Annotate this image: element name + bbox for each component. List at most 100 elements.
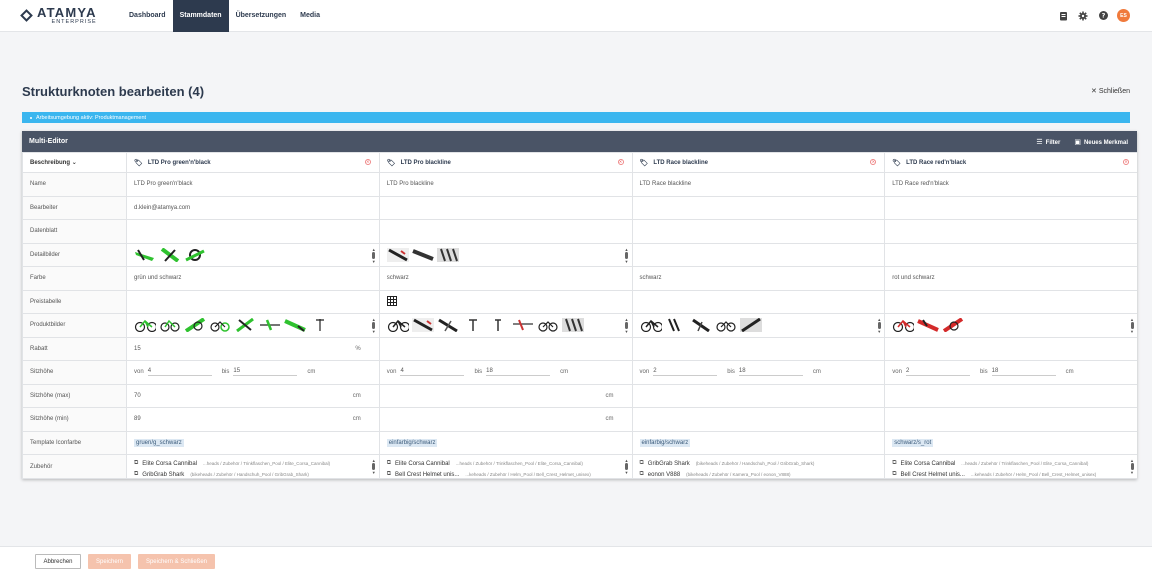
sitzhoehe-cell[interactable]: von 2 bis 18 cm	[884, 360, 1137, 385]
close-button[interactable]: ✕ Schließen	[1091, 87, 1130, 96]
bike-product-image[interactable]	[234, 318, 256, 333]
nav-stammdaten[interactable]: Stammdaten	[172, 0, 229, 32]
rabatt-cell[interactable]: 15%	[126, 336, 380, 361]
nav-media[interactable]: Media	[300, 12, 320, 19]
bike-product-image[interactable]	[159, 318, 181, 332]
name-cell[interactable]: LTD Race red'n'black	[884, 172, 1137, 197]
image-scroll-control[interactable]: ▲ ▼	[1130, 317, 1134, 334]
to-input[interactable]: 15	[233, 368, 298, 377]
bike-detail-image[interactable]	[436, 247, 459, 262]
farbe-cell[interactable]: rot und schwarz	[884, 266, 1137, 291]
bike-product-image[interactable]	[561, 318, 584, 333]
remove-column-icon[interactable]: ✕	[870, 159, 877, 165]
icon-color-chip[interactable]: schwarz/s_rot	[892, 438, 934, 447]
image-scroll-control[interactable]: ▲ ▼	[877, 317, 882, 334]
cancel-button[interactable]: Abbrechen	[35, 554, 81, 569]
image-scroll-control[interactable]: ▲ ▼	[624, 317, 629, 334]
to-input[interactable]: 18	[486, 368, 551, 377]
bearbeiter-cell[interactable]	[884, 195, 1137, 220]
rabatt-cell[interactable]	[884, 336, 1137, 361]
detailbilder-cell[interactable]: ▲ ▼	[126, 242, 380, 267]
template-iconfarbe-cell[interactable]: einfarbig/schwarz	[631, 430, 886, 455]
bike-product-image[interactable]	[184, 318, 206, 333]
sitzhoehe-min-cell[interactable]: cm	[378, 407, 633, 432]
bearbeiter-cell[interactable]: d.klein@atamya.com	[126, 195, 380, 220]
user-avatar[interactable]: ES	[1117, 9, 1130, 22]
bike-product-image[interactable]	[209, 318, 231, 332]
image-scroll-control[interactable]: ▲ ▼	[624, 246, 629, 264]
accessory-scroll-control[interactable]: ▲ ▼	[624, 458, 629, 475]
bike-product-image[interactable]	[917, 318, 940, 333]
preistabelle-cell[interactable]	[884, 289, 1137, 314]
icon-color-chip[interactable]: einfarbig/schwarz	[639, 438, 691, 447]
datenblatt-cell[interactable]	[378, 219, 633, 244]
rabatt-input[interactable]: 15	[134, 345, 141, 352]
bearbeiter-cell[interactable]	[378, 195, 633, 220]
bike-detail-image[interactable]	[134, 248, 156, 262]
bike-detail-image[interactable]	[159, 247, 181, 262]
remove-column-icon[interactable]: ✕	[617, 159, 624, 165]
sitzhoehe-cell[interactable]: von 4 bis 15 cm	[126, 360, 380, 385]
icon-color-chip[interactable]: einfarbig/schwarz	[386, 438, 438, 447]
icon-color-chip[interactable]: gruen/g_schwarz	[134, 438, 184, 447]
bike-product-image[interactable]	[537, 318, 559, 332]
description-sort-header[interactable]: Beschreibung ⌄	[22, 152, 127, 173]
bike-product-image[interactable]	[739, 318, 762, 333]
bike-detail-image[interactable]	[412, 248, 434, 262]
bike-product-image[interactable]	[942, 318, 964, 333]
preistabelle-cell[interactable]	[378, 289, 633, 314]
new-feature-button[interactable]: ▣ Neues Merkmal	[1074, 138, 1128, 146]
zubehoer-cell[interactable]: ⧉ Elite Corsa Cannibal ...heads / Zubehör …	[884, 454, 1137, 479]
template-iconfarbe-cell[interactable]: gruen/g_schwarz	[126, 430, 380, 455]
sitzhoehe-min-cell[interactable]	[884, 407, 1137, 432]
sitzhoehe-max-input[interactable]: 70	[134, 392, 141, 399]
name-cell[interactable]: LTD Race blackline	[631, 172, 886, 197]
zubehoer-cell[interactable]: ⧉ GribGrab Shark (bikeheads / Zubehör / Ha…	[631, 454, 886, 479]
from-input[interactable]: 2	[905, 368, 970, 377]
produktbilder-cell[interactable]: ▲ ▼	[126, 313, 380, 338]
detailbilder-cell[interactable]	[884, 242, 1137, 267]
bike-product-image[interactable]	[284, 318, 306, 333]
produktbilder-cell[interactable]: ▲ ▼	[884, 313, 1137, 338]
preistabelle-cell[interactable]	[631, 289, 886, 314]
zubehoer-cell[interactable]: ⧉ Elite Corsa Cannibal ...heads / Zubehör …	[126, 454, 380, 479]
accessory-item[interactable]: ⧉ Elite Corsa Cannibal ...heads / Zubehör …	[134, 460, 372, 467]
price-table-grid-icon[interactable]	[386, 295, 397, 308]
sitzhoehe-cell[interactable]: von 4 bis 18 cm	[378, 360, 633, 385]
sitzhoehe-min-cell[interactable]: 89 cm	[126, 407, 380, 432]
produktbilder-cell[interactable]: ▲ ▼	[631, 313, 886, 338]
accessory-item[interactable]: ⧉ Elite Corsa Cannibal ...heads / Zubehör …	[892, 460, 1130, 467]
bike-product-image[interactable]	[259, 318, 281, 332]
produktbilder-cell[interactable]: ▲ ▼	[378, 313, 633, 338]
remove-column-icon[interactable]: ✕	[364, 159, 371, 165]
accessory-scroll-control[interactable]: ▲ ▼	[1130, 458, 1134, 475]
bearbeiter-cell[interactable]	[631, 195, 886, 220]
accessory-item[interactable]: ⧉ Elite Corsa Cannibal ...heads / Zubehör …	[387, 460, 625, 467]
from-input[interactable]: 2	[653, 368, 718, 377]
detailbilder-cell[interactable]	[631, 242, 886, 267]
accessory-scroll-control[interactable]: ▲ ▼	[371, 458, 376, 475]
from-input[interactable]: 4	[147, 368, 212, 377]
accessory-item[interactable]: ⧉ Bell Crest Helmet unis... ...keheads / Z…	[892, 471, 1130, 478]
filter-button[interactable]: ☰ Filter	[1036, 138, 1060, 146]
farbe-cell[interactable]: schwarz	[378, 266, 633, 291]
sitzhoehe-max-cell[interactable]	[884, 383, 1137, 408]
accessory-item[interactable]: ⧉ GribGrab Shark (bikeheads / Zubehör / Ha…	[640, 460, 878, 467]
rabatt-cell[interactable]	[378, 336, 633, 361]
column-header[interactable]: 🏷 LTD Race red'n'black ✕	[884, 152, 1137, 173]
accessory-item[interactable]: ⧉ GribGrab Shark (bikeheads / Zubehör / Ha…	[134, 471, 372, 478]
bike-product-image[interactable]	[690, 318, 712, 333]
column-header[interactable]: 🏷 LTD Pro blackline ✕	[378, 152, 633, 173]
from-input[interactable]: 4	[400, 368, 465, 377]
datenblatt-cell[interactable]	[631, 219, 886, 244]
template-iconfarbe-cell[interactable]: schwarz/s_rot	[884, 430, 1137, 455]
bike-product-image[interactable]	[665, 318, 687, 332]
clipboard-icon[interactable]	[1057, 10, 1069, 22]
bike-product-image[interactable]	[411, 318, 434, 333]
bike-product-image[interactable]	[309, 318, 331, 332]
column-header[interactable]: 🏷 LTD Race blackline ✕	[631, 152, 886, 173]
accessory-item[interactable]: ⧉ Bell Crest Helmet unis... ...keheads / Z…	[387, 471, 625, 478]
rabatt-cell[interactable]	[631, 336, 886, 361]
bike-product-image[interactable]	[512, 318, 534, 332]
bike-detail-image[interactable]	[386, 247, 409, 262]
